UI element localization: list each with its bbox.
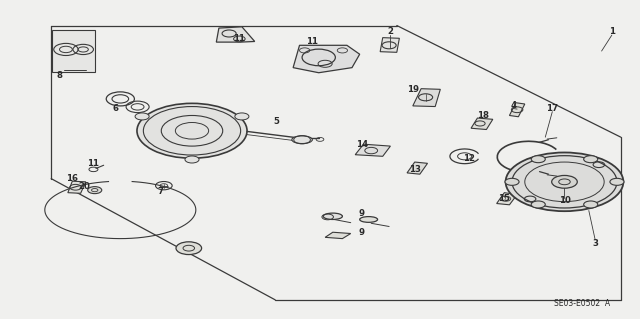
Text: 5: 5 <box>273 117 280 126</box>
Circle shape <box>505 178 519 185</box>
Circle shape <box>88 187 102 194</box>
Circle shape <box>531 201 545 208</box>
Polygon shape <box>216 27 255 42</box>
Text: 16: 16 <box>66 174 77 183</box>
Polygon shape <box>355 144 390 156</box>
Text: 14: 14 <box>356 140 368 149</box>
Text: 12: 12 <box>463 154 475 163</box>
Text: 4: 4 <box>510 101 516 110</box>
Text: 8: 8 <box>56 71 63 80</box>
Polygon shape <box>497 193 517 205</box>
Circle shape <box>584 201 598 208</box>
Circle shape <box>584 156 598 163</box>
Text: 9: 9 <box>358 209 365 218</box>
Text: 19: 19 <box>407 85 419 94</box>
Text: 1: 1 <box>609 27 615 36</box>
Text: 10: 10 <box>559 197 570 205</box>
Polygon shape <box>68 181 86 193</box>
Text: 6: 6 <box>112 104 118 113</box>
Polygon shape <box>413 89 440 107</box>
Ellipse shape <box>292 136 312 144</box>
Polygon shape <box>509 103 525 117</box>
Circle shape <box>531 156 545 163</box>
Text: 15: 15 <box>498 194 509 203</box>
Polygon shape <box>52 30 95 72</box>
Text: 3: 3 <box>592 239 598 248</box>
Polygon shape <box>471 118 493 130</box>
Text: 9: 9 <box>358 228 365 237</box>
Text: 13: 13 <box>409 165 420 174</box>
Ellipse shape <box>360 217 378 222</box>
Ellipse shape <box>323 213 342 219</box>
Polygon shape <box>380 38 399 52</box>
Circle shape <box>185 156 199 163</box>
Text: 11: 11 <box>233 34 244 43</box>
Circle shape <box>235 113 249 120</box>
Text: 20: 20 <box>79 182 90 191</box>
Circle shape <box>610 178 624 185</box>
Circle shape <box>176 242 202 255</box>
Text: 7: 7 <box>157 187 163 196</box>
Polygon shape <box>407 162 428 174</box>
Text: 17: 17 <box>547 104 558 113</box>
Text: 2: 2 <box>387 27 394 36</box>
Polygon shape <box>293 45 360 73</box>
Circle shape <box>506 152 623 211</box>
Text: 18: 18 <box>477 111 489 120</box>
Polygon shape <box>325 232 351 239</box>
Circle shape <box>135 113 149 120</box>
Text: SE03-E0502  A: SE03-E0502 A <box>554 299 611 308</box>
Circle shape <box>552 175 577 188</box>
Circle shape <box>137 103 247 158</box>
Text: 11: 11 <box>87 159 99 168</box>
Text: 11: 11 <box>306 37 317 46</box>
